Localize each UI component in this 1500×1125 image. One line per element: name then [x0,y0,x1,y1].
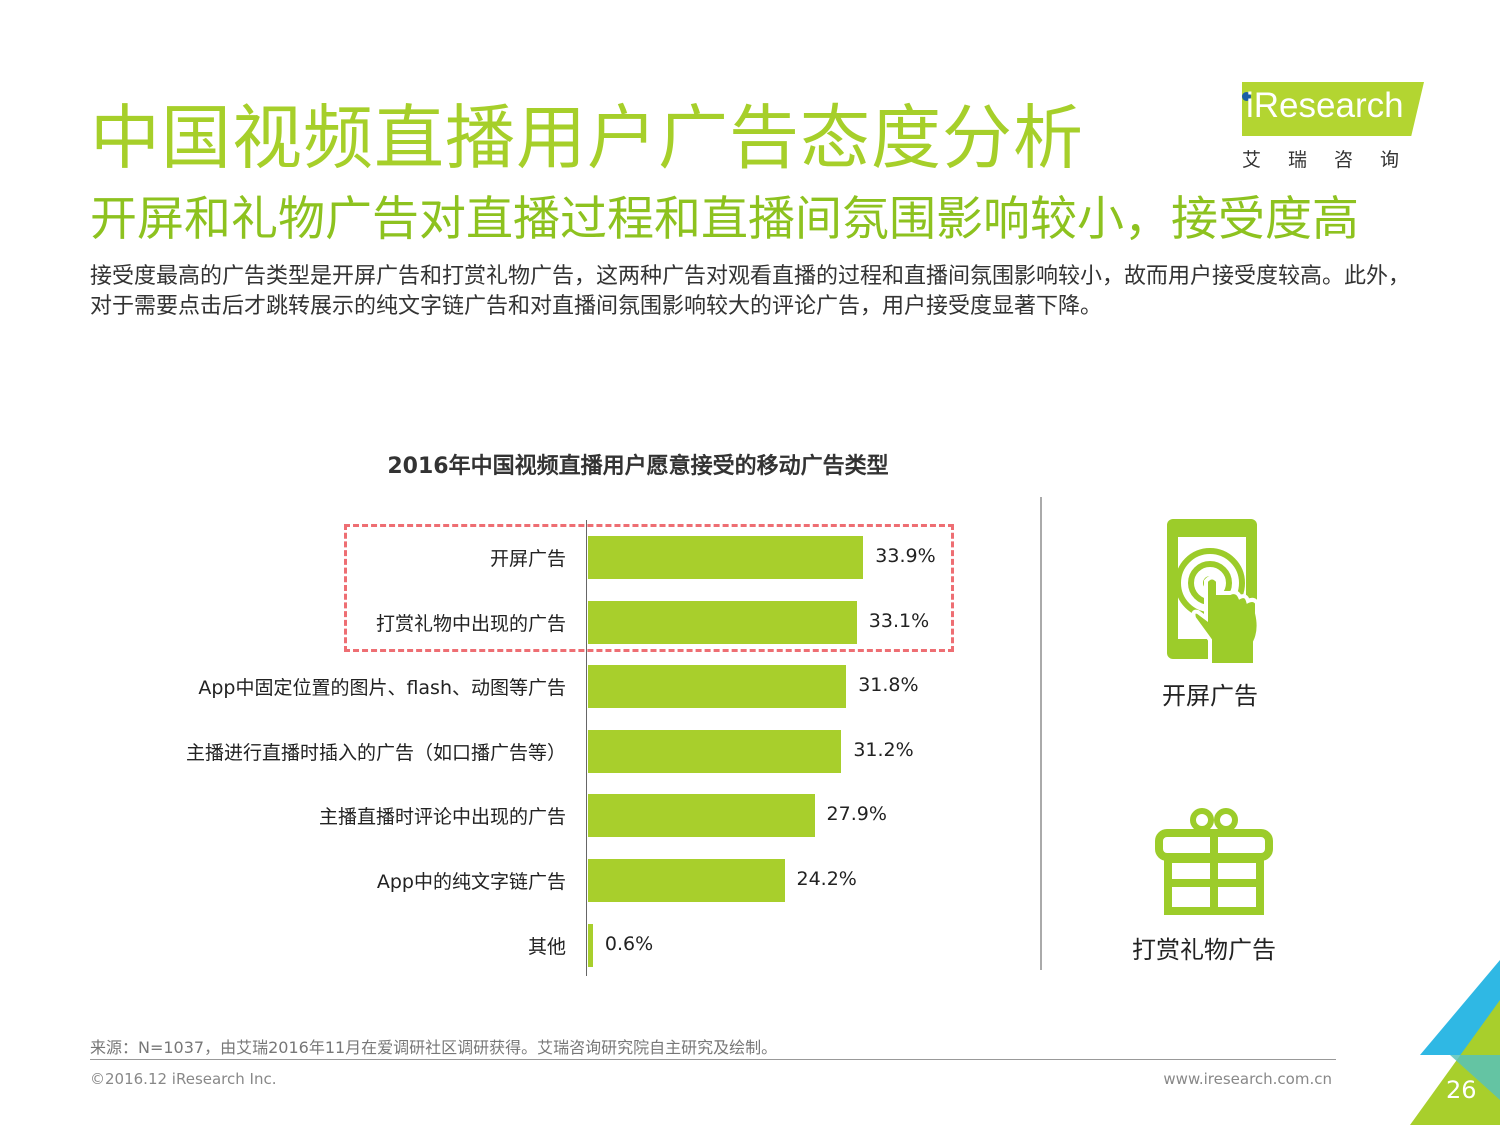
footer-url: www.iresearch.com.cn [1163,1070,1332,1088]
value-label: 24.2% [796,868,857,890]
category-label: 主播进行直播时插入的广告（如口播广告等） [185,741,566,764]
value-label: 31.8% [858,674,919,697]
chart-axis [586,520,587,976]
value-label: 33.1% [868,609,930,632]
corner-decoration [1410,960,1500,1125]
value-label: 33.9% [875,545,936,567]
category-label: 主播直播时评论中出现的广告 [318,806,566,829]
logo-chinese-name: 艾瑞咨询 [1242,149,1427,171]
value-label: 0.6% [604,932,654,955]
iresearch-logo: iResearch 艾瑞咨询 [1238,78,1438,171]
intro-paragraph: 接受度最高的广告类型是开屏广告和打赏礼物广告，这两种广告对观看直播的过程和直播间… [90,264,1411,319]
category-label: App中的纯文字链广告 [376,871,566,893]
bar [588,729,842,773]
logo-badge [1242,82,1424,136]
page-title: 中国视频直播用户广告态度分析 [90,97,1084,179]
value-label: 31.2% [853,738,914,761]
copyright: ©2016.12 iResearch Inc. [90,1070,277,1088]
logo-dot-icon [1242,92,1251,101]
bar [588,923,593,967]
bar [588,536,864,579]
chart-title: 2016年中国视频直播用户愿意接受的移动广告类型 [387,454,889,479]
logo-text: iResearch [1246,86,1404,125]
category-label: 其他 [527,935,566,958]
gift-box-icon [1155,808,1273,915]
page-subtitle: 开屏和礼物广告对直播过程和直播间氛围影响较小，接受度高 [90,192,1359,247]
bar-chart: 开屏广告 33.9% 打赏礼物中出现的广告 33.1% App中固定位置的图片、flas… [0,500,1010,1000]
page-number: 26 [1446,1076,1477,1104]
category-label: 开屏广告 [489,548,566,570]
category-label: App中固定位置的图片、flash、动图等广告 [198,677,566,700]
bar [588,600,857,644]
bar [588,859,785,902]
category-label: 打赏礼物中出现的广告 [375,612,566,635]
source-note: 来源：N=1037，由艾瑞2016年11月在爱调研社区调研获得。艾瑞咨询研究院自… [90,1038,778,1057]
bar [588,665,847,709]
side-label-open-screen: 开屏广告 [1162,682,1258,710]
bar [588,794,815,838]
phone-tap-icon [1167,519,1261,667]
side-label-gift: 打赏礼物广告 [1132,936,1276,964]
footer-divider [90,1059,1336,1060]
value-label: 27.9% [826,803,887,826]
highlight-box [344,524,954,652]
vertical-divider [1040,497,1042,970]
